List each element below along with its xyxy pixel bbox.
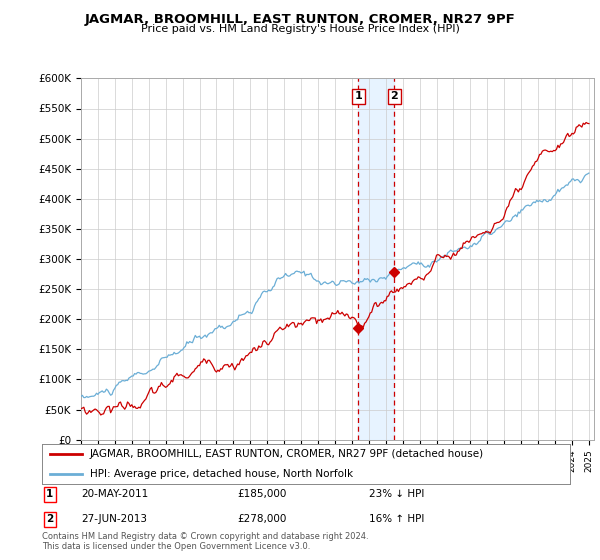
Text: £185,000: £185,000 <box>238 489 287 500</box>
Text: £278,000: £278,000 <box>238 514 287 524</box>
Bar <box>358 78 394 440</box>
Text: 16% ↑ HPI: 16% ↑ HPI <box>370 514 425 524</box>
Text: 20-MAY-2011: 20-MAY-2011 <box>82 489 149 500</box>
Text: 1: 1 <box>355 91 362 101</box>
Text: Contains HM Land Registry data © Crown copyright and database right 2024.
This d: Contains HM Land Registry data © Crown c… <box>42 532 368 552</box>
Text: HPI: Average price, detached house, North Norfolk: HPI: Average price, detached house, Nort… <box>89 469 353 479</box>
Text: JAGMAR, BROOMHILL, EAST RUNTON, CROMER, NR27 9PF: JAGMAR, BROOMHILL, EAST RUNTON, CROMER, … <box>85 13 515 26</box>
Text: 2: 2 <box>391 91 398 101</box>
Text: JAGMAR, BROOMHILL, EAST RUNTON, CROMER, NR27 9PF (detached house): JAGMAR, BROOMHILL, EAST RUNTON, CROMER, … <box>89 449 484 459</box>
Text: 23% ↓ HPI: 23% ↓ HPI <box>370 489 425 500</box>
Text: 1: 1 <box>46 489 53 500</box>
Text: Price paid vs. HM Land Registry's House Price Index (HPI): Price paid vs. HM Land Registry's House … <box>140 24 460 34</box>
Text: 2: 2 <box>46 514 53 524</box>
Text: 27-JUN-2013: 27-JUN-2013 <box>82 514 148 524</box>
